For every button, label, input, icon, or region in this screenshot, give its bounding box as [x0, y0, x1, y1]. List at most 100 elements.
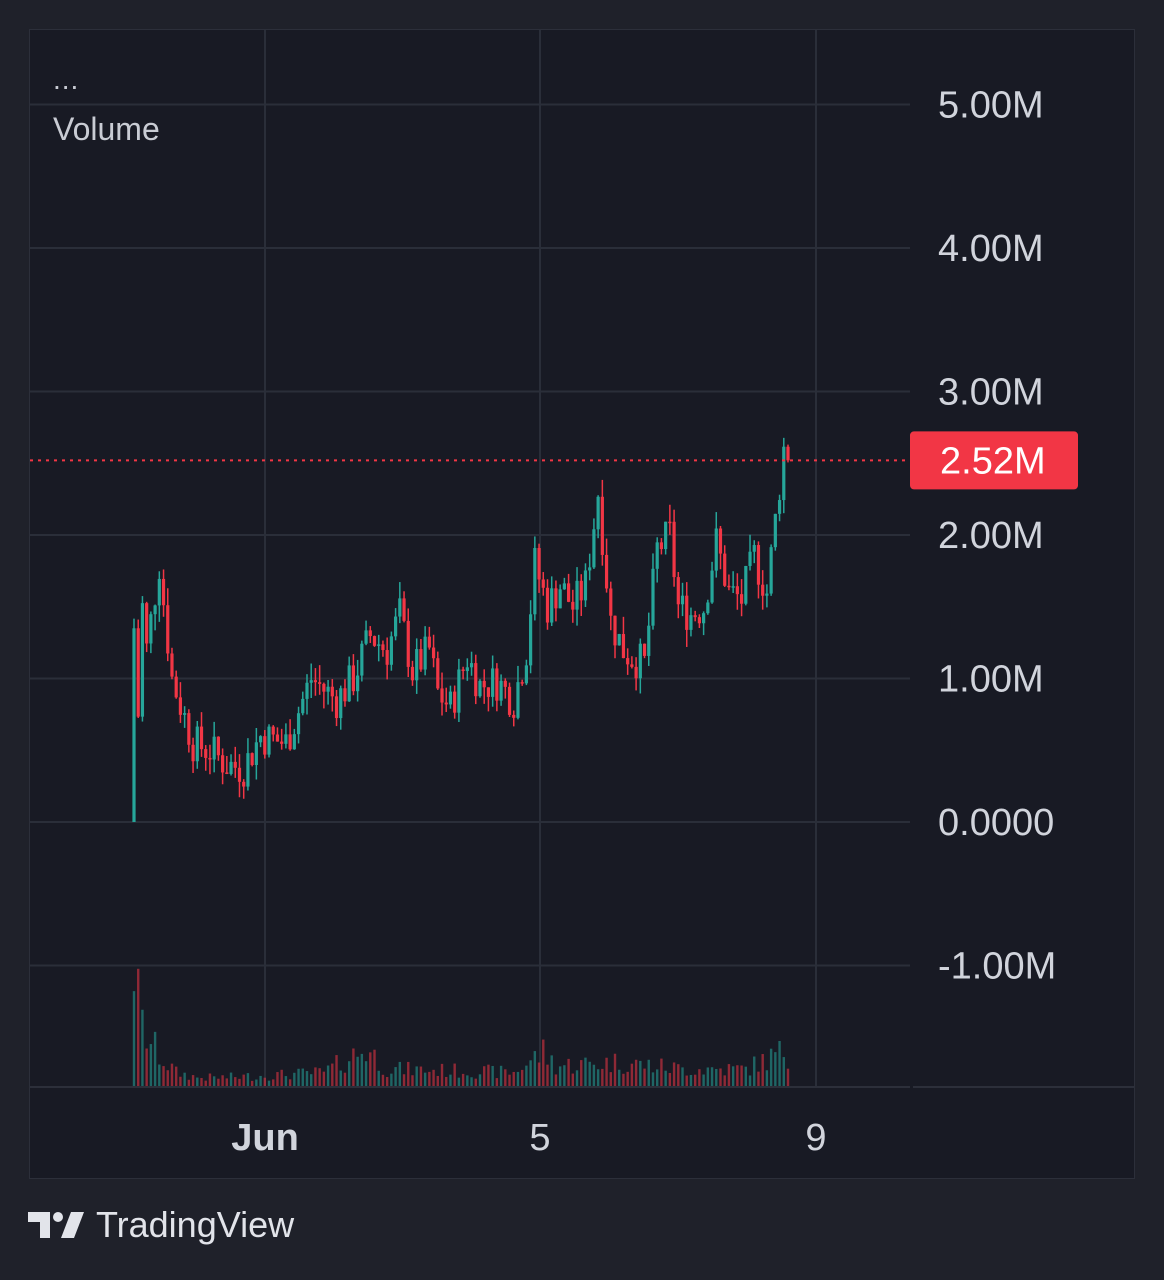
candle-body: [170, 653, 174, 677]
candle-body: [689, 615, 693, 630]
candle-body: [533, 548, 537, 615]
volume-bar: [234, 1077, 237, 1086]
volume-bar: [440, 1063, 444, 1086]
candle-body: [149, 614, 153, 644]
candle-body: [292, 734, 296, 750]
volume-bar: [423, 1072, 427, 1086]
tradingview-brand[interactable]: TradingView: [28, 1204, 294, 1246]
candle-body: [161, 578, 166, 606]
candle-body: [406, 620, 410, 667]
volume-bar: [419, 1066, 423, 1086]
candle-body: [461, 669, 465, 672]
volume-bar: [364, 1061, 368, 1086]
candle-body: [288, 734, 292, 750]
candle-body: [398, 598, 402, 617]
volume-bar: [668, 1072, 672, 1086]
volume-bar: [369, 1052, 372, 1086]
volume-bar: [656, 1069, 659, 1086]
candle-body: [233, 761, 237, 768]
candle-body: [651, 568, 655, 626]
candle-body: [600, 496, 604, 555]
volume-bar: [495, 1078, 499, 1086]
candle-body: [588, 567, 592, 571]
volume-bar: [335, 1055, 338, 1086]
candle-body: [529, 614, 533, 666]
volume-bar: [580, 1060, 583, 1086]
volume-bar: [263, 1077, 266, 1086]
candle-body: [250, 753, 254, 765]
volume-bar: [377, 1070, 380, 1086]
volume-bar: [601, 1068, 604, 1086]
candle-body: [157, 578, 161, 606]
candle-body: [246, 753, 250, 787]
candle-body: [334, 696, 339, 719]
candle-body: [782, 446, 786, 501]
volume-bar: [596, 1069, 600, 1086]
candle-body: [444, 702, 448, 705]
volume-bar: [491, 1065, 494, 1086]
candle-body: [727, 585, 731, 588]
volume-bar: [487, 1064, 490, 1086]
candle-body: [765, 593, 769, 596]
volume-bar: [605, 1057, 608, 1086]
volume-bar: [343, 1072, 347, 1086]
candle-body: [486, 687, 491, 697]
candle-body: [145, 603, 149, 644]
candle-body: [706, 602, 710, 614]
candle-body: [453, 691, 457, 713]
volume-bar: [238, 1078, 241, 1086]
volume-bar: [132, 991, 136, 1086]
candle-body: [676, 577, 680, 605]
volume-bar: [588, 1061, 591, 1086]
volume-bar: [200, 1078, 203, 1086]
candle-body: [752, 545, 756, 552]
candle-body: [617, 634, 621, 646]
candle-body: [554, 588, 558, 609]
volume-bar: [647, 1059, 650, 1086]
candle-body: [221, 755, 225, 773]
volume-bar: [390, 1073, 393, 1086]
volume-bar: [689, 1074, 693, 1086]
volume-bar: [681, 1067, 684, 1086]
volume-bar: [769, 1048, 773, 1086]
current-value-badge: [910, 431, 1078, 490]
candle-body: [309, 680, 313, 683]
volume-bars: [132, 968, 790, 1086]
volume-bar: [183, 1072, 186, 1086]
volume-bar: [356, 1056, 359, 1086]
volume-bar: [744, 1066, 748, 1086]
volume-bar: [520, 1069, 524, 1086]
candle-body: [609, 588, 613, 616]
volume-bar: [563, 1065, 566, 1086]
legend-more-button[interactable]: ...: [53, 64, 80, 95]
candle-body: [769, 547, 773, 594]
candle-body: [723, 553, 727, 586]
volume-bar: [280, 1069, 283, 1086]
volume-bar: [592, 1064, 596, 1086]
candle-body: [305, 682, 309, 699]
volume-bar: [748, 1075, 752, 1086]
volume-bar: [499, 1065, 503, 1086]
candle-body: [714, 528, 718, 571]
candle-body: [465, 667, 469, 672]
candle-body: [364, 630, 368, 644]
volume-bar: [698, 1069, 701, 1086]
current-value-label: 2.52M: [940, 440, 1046, 482]
candle-body: [668, 521, 672, 524]
candle-body: [191, 744, 195, 762]
volume-bar: [229, 1072, 233, 1086]
candle-body: [718, 528, 723, 554]
volume-bar: [402, 1074, 406, 1086]
candle-body: [680, 595, 685, 605]
volume-bar: [436, 1075, 439, 1086]
candle-body: [697, 617, 701, 624]
candle-body: [613, 615, 617, 646]
volume-bar: [347, 1061, 351, 1086]
y-axis-tick-label: 4.00M: [938, 228, 1044, 270]
volume-bar: [318, 1068, 321, 1086]
candle-body: [318, 682, 322, 684]
volume-bar: [474, 1078, 477, 1086]
candle-body: [195, 726, 199, 762]
volume-bar: [457, 1077, 461, 1086]
